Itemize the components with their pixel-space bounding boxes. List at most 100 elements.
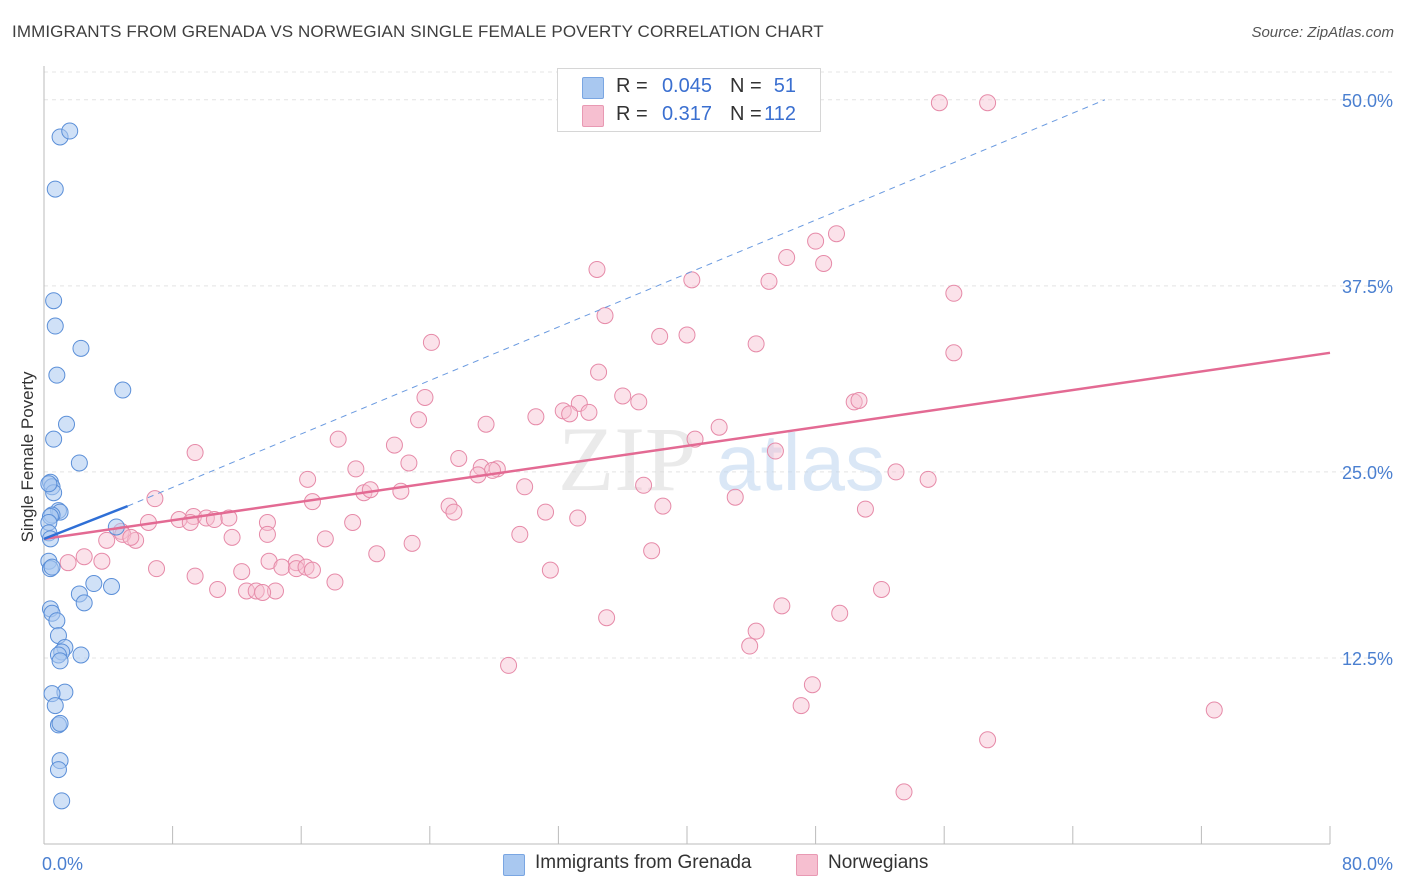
norwegians-point bbox=[400, 454, 418, 472]
norwegians-point bbox=[569, 509, 587, 527]
grenada-point bbox=[51, 714, 69, 732]
norwegians-point bbox=[945, 284, 963, 302]
norwegians-point bbox=[850, 391, 868, 409]
norwegians-point bbox=[580, 403, 598, 421]
grenada-points bbox=[40, 122, 132, 810]
grenada-point bbox=[43, 558, 61, 576]
norwegians-point bbox=[778, 249, 796, 267]
watermark: ZIP atlas bbox=[558, 408, 885, 510]
grenada-point bbox=[48, 612, 66, 630]
norwegians-point bbox=[258, 513, 276, 531]
norwegians-point bbox=[254, 583, 272, 601]
watermark-atlas: atlas bbox=[716, 418, 885, 507]
norwegians-point bbox=[895, 783, 913, 801]
n-label: N = bbox=[730, 75, 762, 97]
source-label: Source: ZipAtlas.com bbox=[1251, 24, 1394, 41]
x-tick-label-min: 0.0% bbox=[42, 854, 83, 874]
n-label: N = bbox=[730, 103, 762, 125]
axes-layer bbox=[43, 66, 1331, 845]
norwegians-point bbox=[588, 260, 606, 278]
grenada-point bbox=[114, 381, 132, 399]
norwegians-trendline bbox=[43, 351, 1331, 541]
norwegians-point bbox=[930, 94, 948, 112]
grenada-point bbox=[58, 415, 76, 433]
grenada-point bbox=[53, 792, 71, 810]
norwegians-point bbox=[410, 411, 428, 429]
norwegians-point bbox=[570, 394, 588, 412]
n-value: 51 bbox=[773, 75, 796, 97]
grenada-trendline-extended bbox=[127, 99, 1106, 507]
norwegians-legend-swatch bbox=[796, 854, 818, 876]
norwegians-point bbox=[803, 676, 821, 694]
norwegians-point bbox=[541, 561, 559, 579]
norwegians-point bbox=[979, 731, 997, 749]
norwegians-point bbox=[678, 326, 696, 344]
norwegians-legend-label: Norwegians bbox=[828, 852, 929, 873]
grenada-point bbox=[49, 761, 67, 779]
norwegians-point bbox=[887, 463, 905, 481]
norwegians-point bbox=[760, 272, 778, 290]
norwegians-point bbox=[273, 558, 291, 576]
correlation-legend: R = 0.045 N = 51 R = 0.317 N = 112 bbox=[557, 68, 821, 132]
norwegians-point bbox=[186, 444, 204, 462]
norwegians-point bbox=[329, 430, 347, 448]
norwegians-point bbox=[258, 525, 276, 543]
norwegians-point bbox=[266, 582, 284, 600]
grenada-point bbox=[85, 575, 103, 593]
trendlines bbox=[43, 99, 1331, 541]
norwegians-point bbox=[75, 548, 93, 566]
y-tick-label: 37.5% bbox=[1342, 277, 1393, 297]
norwegians-point bbox=[831, 604, 849, 622]
norwegians-point bbox=[385, 436, 403, 454]
norwegians-swatch bbox=[582, 105, 604, 127]
r-value: 0.045 bbox=[661, 75, 712, 97]
grenada-point bbox=[45, 430, 63, 448]
norwegians-point bbox=[630, 393, 648, 411]
legend-row-norwegians: R = 0.317 N = 112 bbox=[558, 101, 820, 129]
norwegians-point bbox=[815, 255, 833, 272]
norwegians-point bbox=[710, 418, 728, 436]
norwegians-point bbox=[590, 363, 608, 381]
norwegians-point bbox=[98, 531, 116, 549]
y-tick-label: 12.5% bbox=[1342, 649, 1393, 669]
grenada-point bbox=[40, 475, 58, 493]
norwegians-point bbox=[726, 488, 744, 506]
grenada-legend-label: Immigrants from Grenada bbox=[535, 852, 752, 873]
grenada-point bbox=[51, 652, 69, 670]
norwegians-point bbox=[422, 333, 440, 351]
norwegians-point bbox=[299, 470, 317, 488]
tick-labels: 12.5% 25.0% 37.5% 50.0% 0.0% 80.0% bbox=[42, 91, 1393, 874]
norwegians-point bbox=[223, 528, 241, 546]
watermark-zip: ZIP bbox=[558, 408, 696, 510]
norwegians-point bbox=[643, 542, 661, 560]
norwegians-point bbox=[766, 442, 784, 460]
norwegians-point bbox=[344, 513, 362, 531]
norwegians-point bbox=[93, 552, 111, 570]
norwegians-point bbox=[122, 528, 140, 546]
norwegians-point bbox=[807, 232, 825, 250]
norwegians-point bbox=[919, 470, 937, 488]
norwegians-point bbox=[347, 460, 365, 478]
norwegians-point bbox=[247, 582, 265, 600]
norwegians-point bbox=[416, 388, 434, 406]
norwegians-point bbox=[233, 563, 251, 581]
norwegians-point bbox=[827, 225, 845, 243]
norwegians-point bbox=[873, 580, 891, 598]
grenada-point bbox=[46, 697, 64, 715]
grenada-point bbox=[61, 122, 79, 140]
norwegians-point bbox=[856, 500, 874, 518]
norwegians-point bbox=[561, 405, 579, 423]
legend-row-grenada: R = 0.045 N = 51 bbox=[558, 73, 820, 101]
chart-title: IMMIGRANTS FROM GRENADA VS NORWEGIAN SIN… bbox=[12, 22, 824, 41]
x-tick-label-max: 80.0% bbox=[1342, 854, 1393, 874]
norwegians-point bbox=[368, 545, 386, 563]
grenada-point bbox=[45, 292, 63, 310]
norwegians-point bbox=[614, 387, 632, 405]
norwegians-point bbox=[511, 525, 529, 543]
norwegians-point bbox=[326, 573, 344, 591]
grenada-point bbox=[103, 577, 121, 595]
y-tick-label: 25.0% bbox=[1342, 463, 1393, 483]
norwegians-point bbox=[516, 478, 534, 496]
r-label: R = bbox=[616, 103, 648, 125]
grenada-point bbox=[70, 454, 88, 472]
